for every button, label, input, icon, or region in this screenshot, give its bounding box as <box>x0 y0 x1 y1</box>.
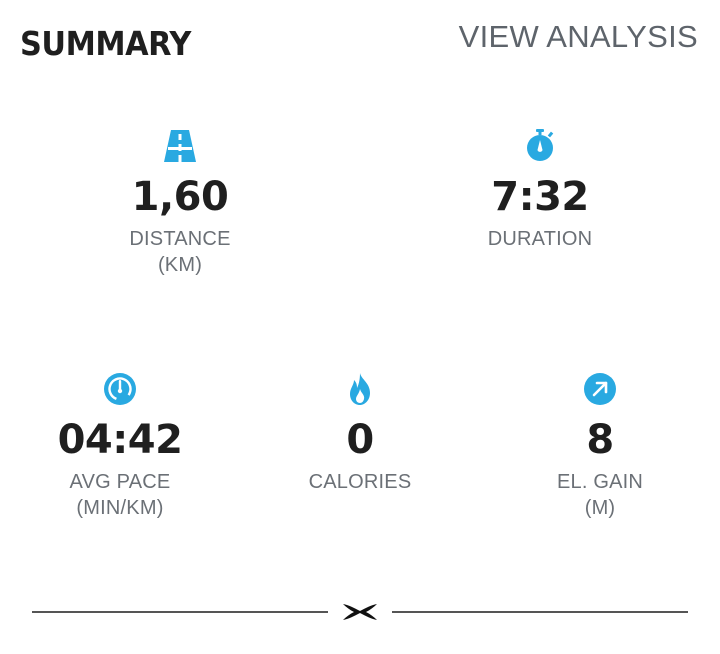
flame-icon <box>350 373 370 405</box>
avg-pace-label-line2: (MIN/KM) <box>76 497 164 519</box>
stat-duration: 7:32 DURATION <box>440 128 640 252</box>
avg-pace-label-line1: AVG PACE <box>69 471 171 493</box>
distance-label: DISTANCE (KM) <box>80 226 280 278</box>
elevation-value: 8 <box>586 417 614 463</box>
duration-label: DURATION <box>440 226 640 252</box>
avg-pace-value: 04:42 <box>57 417 183 463</box>
footer-divider-left <box>32 611 328 613</box>
elevation-label: EL. GAIN (M) <box>500 469 700 521</box>
stat-avg-pace: 04:42 AVG PACE (MIN/KM) <box>20 371 220 521</box>
calories-value: 0 <box>346 417 374 463</box>
avg-pace-label: AVG PACE (MIN/KM) <box>20 469 220 521</box>
duration-label-line1: DURATION <box>487 228 593 250</box>
distance-label-line2: (KM) <box>157 254 203 276</box>
elevation-label-line1: EL. GAIN <box>556 471 644 493</box>
view-analysis-link[interactable]: VIEW ANALYSIS <box>458 19 698 54</box>
calories-label: CALORIES <box>260 469 460 495</box>
stat-distance: 1,60 DISTANCE (KM) <box>80 128 280 278</box>
stat-calories: 0 CALORIES <box>260 371 460 495</box>
elevation-label-line2: (M) <box>584 497 616 519</box>
road-icon <box>164 130 196 162</box>
stat-elevation-gain: 8 EL. GAIN (M) <box>500 371 700 521</box>
speedometer-icon <box>104 373 136 405</box>
page-title: SUMMARY <box>20 24 191 63</box>
duration-value: 7:32 <box>491 174 589 220</box>
footer-divider-right <box>392 611 688 613</box>
arrow-up-right-icon <box>584 373 616 405</box>
under-armour-logo <box>343 604 377 620</box>
stopwatch-icon <box>527 129 554 161</box>
distance-label-line1: DISTANCE <box>129 228 231 250</box>
calories-label-line1: CALORIES <box>308 471 412 493</box>
distance-value: 1,60 <box>131 174 229 220</box>
